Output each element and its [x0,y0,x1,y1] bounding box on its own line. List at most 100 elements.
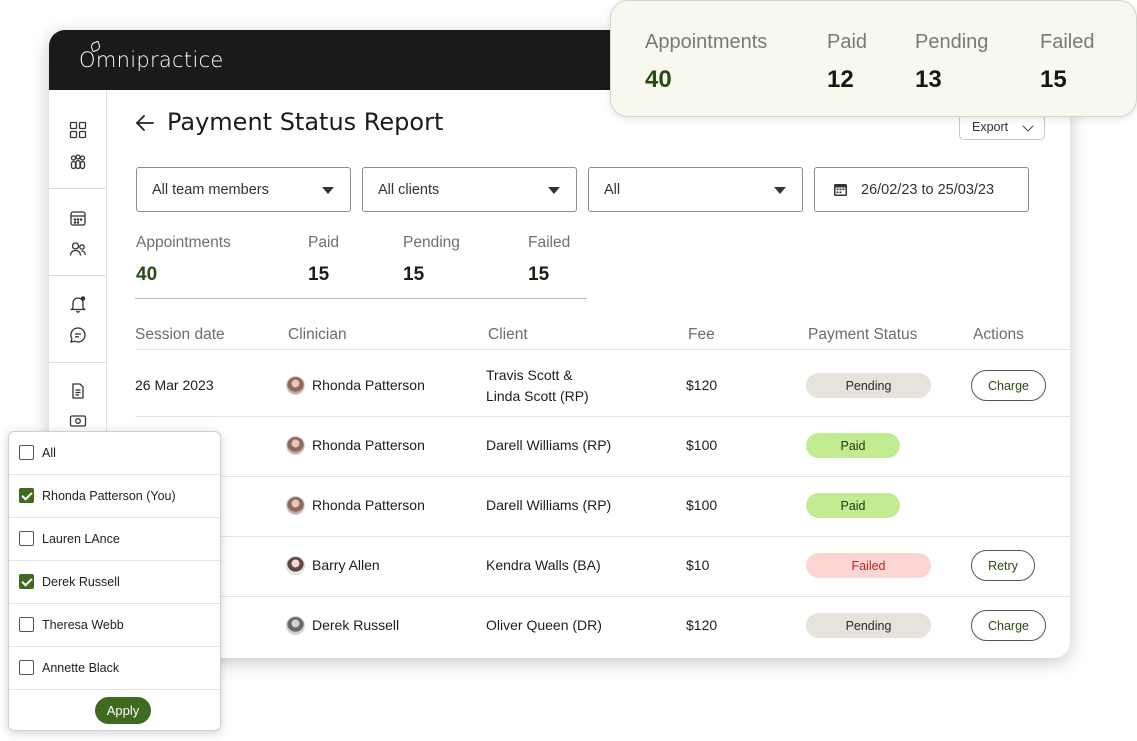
menu-item-label: Lauren LAnce [42,532,120,546]
fee: $120 [686,617,718,633]
menu-item-annette-black[interactable]: Annette Black [9,647,220,690]
column-header: Client [488,326,528,343]
caret-down-icon [548,187,560,194]
checkbox[interactable] [19,531,34,546]
row-divider [135,596,1070,597]
export-button[interactable]: Export [959,114,1045,140]
page-title: Payment Status Report [167,108,444,136]
row-divider [135,536,1070,537]
apply-button[interactable]: Apply [95,697,151,724]
retry-button[interactable]: Retry [971,550,1035,581]
menu-item-all[interactable]: All [9,432,220,475]
stat-value: 40 [136,264,158,285]
client-name: Travis Scott & [486,367,573,383]
team-members-filter[interactable]: All team members [136,167,351,212]
menu-item-lauren-lance[interactable]: Lauren LAnce [9,518,220,561]
summary-card: Appointments Paid Pending Failed 40 12 1… [610,0,1137,117]
fee: $100 [686,497,718,513]
row-divider [135,349,1070,350]
stat-value: 15 [403,264,425,285]
summary-value: 15 [1040,66,1067,93]
stat-label: Appointments [136,234,231,251]
date-range-picker[interactable]: 26/02/23 to 25/03/23 [814,167,1029,212]
status-filter-value: All [604,181,621,198]
clinician-name: Rhonda Patterson [312,377,425,393]
date-range-value: 26/02/23 to 25/03/23 [861,181,995,198]
users-icon[interactable] [69,240,87,258]
stat-label: Paid [308,234,340,251]
column-header: Clinician [288,326,347,343]
clinician-name: Rhonda Patterson [312,437,425,453]
billing-icon[interactable] [69,412,87,430]
stat-value: 15 [528,264,550,285]
charge-button[interactable]: Charge [971,610,1046,641]
sidebar-divider [49,362,106,363]
stat-value: 15 [308,264,330,285]
team-members-filter-value: All team members [152,181,269,198]
menu-item-derek-russell[interactable]: Derek Russell [9,561,220,604]
checkbox[interactable] [19,660,34,675]
avatar [286,496,305,515]
sidebar-divider [49,188,106,189]
clinician-name: Rhonda Patterson [312,497,425,513]
checkbox-checked[interactable] [19,574,34,589]
sidebar [49,90,107,658]
menu-item-label: Rhonda Patterson (You) [42,489,176,503]
calendar-icon [833,182,848,197]
clinician-name: Derek Russell [312,617,400,633]
menu-item-label: Derek Russell [42,575,120,589]
avatar [286,616,305,635]
app-logo[interactable]: Omnipractice [79,40,224,72]
app-name: Omnipractice [79,48,224,72]
fee: $120 [686,377,718,393]
stat-label: Pending [403,234,460,251]
menu-item-label: Annette Black [42,661,120,675]
session-date: 26 Mar 2023 [135,377,214,393]
status-badge: Pending [806,373,931,398]
clients-filter[interactable]: All clients [362,167,577,212]
sidebar-divider [49,275,106,276]
row-divider [135,476,1070,477]
menu-item-rhonda-patterson[interactable]: Rhonda Patterson (You) [9,475,220,518]
client-name: Darell Williams (RP) [486,437,612,453]
bell-icon[interactable] [69,295,87,313]
menu-item-label: All [42,446,56,460]
column-header: Actions [973,326,1024,343]
clinician-filter-menu: All Rhonda Patterson (You) Lauren LAnce … [8,431,221,731]
fee: $100 [686,437,718,453]
caret-down-icon [774,187,786,194]
column-header: Session date [135,326,225,343]
document-icon[interactable] [69,382,87,400]
status-filter[interactable]: All [588,167,803,212]
fee: $10 [686,557,710,573]
back-arrow-icon[interactable] [135,114,155,132]
menu-item-theresa-webb[interactable]: Theresa Webb [9,604,220,647]
summary-label: Paid [827,31,868,53]
checkbox-checked[interactable] [19,488,34,503]
summary-value: 13 [915,66,942,93]
summary-value: 12 [827,66,854,93]
client-name: Kendra Walls (BA) [486,557,601,573]
stat-label: Failed [528,234,571,251]
status-badge: Paid [806,433,900,458]
avatar [286,556,305,575]
chat-icon[interactable] [69,326,87,344]
calendar-icon[interactable] [69,209,87,227]
status-badge: Failed [806,553,931,578]
caret-down-icon [322,187,334,194]
avatar [286,436,305,455]
menu-item-label: Theresa Webb [42,618,124,632]
client-name: Darell Williams (RP) [486,497,612,513]
clients-filter-value: All clients [378,181,440,198]
clients-group-icon[interactable] [69,153,87,171]
checkbox[interactable] [19,445,34,460]
status-badge: Paid [806,493,900,518]
checkbox[interactable] [19,617,34,632]
avatar [286,376,305,395]
summary-label: Pending [915,31,989,53]
stats-divider [135,298,587,299]
charge-button[interactable]: Charge [971,370,1046,401]
client-name-line2: Linda Scott (RP) [486,388,589,404]
row-divider [135,416,1070,417]
dashboard-icon[interactable] [69,121,87,139]
